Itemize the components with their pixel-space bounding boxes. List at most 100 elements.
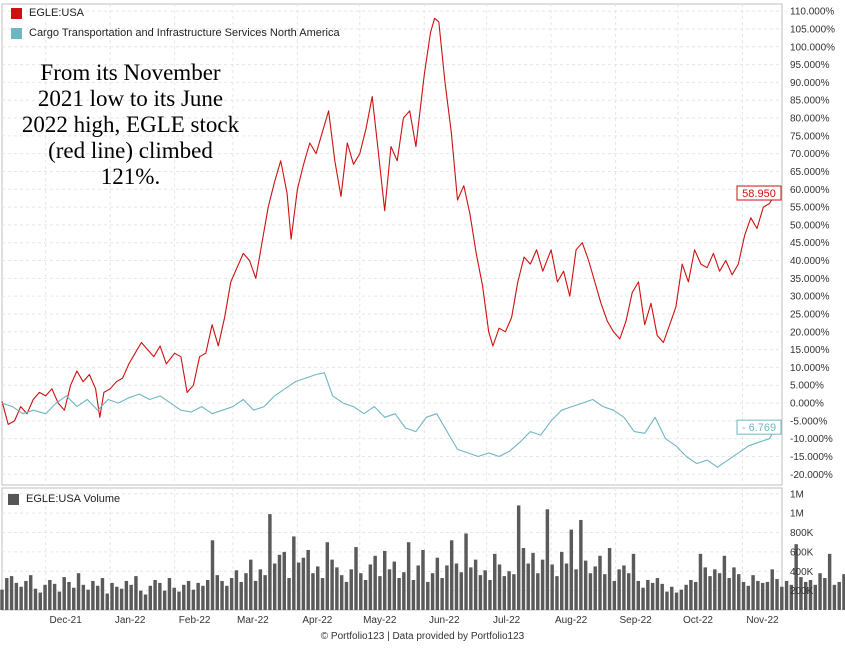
- x-tick-label: Feb-22: [179, 615, 211, 626]
- volume-bar: [430, 573, 435, 610]
- volume-bar: [464, 533, 468, 610]
- volume-bar: [296, 562, 301, 610]
- volume-bar: [512, 574, 516, 610]
- volume-bar: [354, 547, 358, 610]
- volume-bar: [679, 589, 684, 610]
- x-tick-label: May-22: [363, 615, 397, 626]
- y-tick-label: 55.000%: [790, 203, 830, 214]
- y-tick-label: 25.000%: [790, 309, 830, 320]
- y-tick-label: 35.000%: [790, 274, 830, 285]
- volume-bar: [622, 565, 626, 610]
- industry-line: [1, 372, 777, 468]
- volume-bar: [344, 581, 349, 610]
- volume-bar: [411, 579, 416, 610]
- volume-bar: [784, 580, 789, 610]
- volume-bar: [115, 586, 119, 610]
- volume-bar: [583, 560, 588, 610]
- volume-bar: [72, 587, 76, 610]
- volume-bar: [124, 580, 129, 610]
- volume-bar: [646, 579, 650, 610]
- volume-bar: [182, 584, 186, 610]
- volume-bar: [502, 576, 507, 610]
- volume-legend[interactable]: EGLE:USA Volume: [8, 493, 120, 505]
- volume-bar: [698, 553, 703, 610]
- volume-bar: [842, 574, 845, 610]
- volume-bar: [148, 585, 153, 610]
- volume-bar: [48, 579, 52, 610]
- volume-bar: [335, 567, 339, 610]
- legend-item-industry[interactable]: Cargo Transportation and Infrastructure …: [11, 27, 340, 39]
- volume-bar: [717, 573, 722, 610]
- volume-bar: [765, 581, 770, 610]
- volume-bar: [827, 553, 832, 610]
- volume-bar: [689, 579, 693, 610]
- y-tick-label: 5.000%: [790, 381, 824, 392]
- volume-bar: [373, 555, 377, 610]
- legend-label: Cargo Transportation and Infrastructure …: [29, 27, 340, 39]
- x-tick-label: Apr-22: [302, 615, 332, 626]
- volume-bar: [837, 581, 841, 610]
- volume-bar: [172, 587, 176, 610]
- price-panel-frame: [1, 3, 783, 486]
- volume-bar: [560, 551, 564, 610]
- volume-bar: [119, 588, 124, 610]
- volume-bar: [473, 559, 478, 610]
- volume-bar: [727, 578, 731, 610]
- volume-bar: [368, 564, 373, 610]
- volume-bar: [737, 574, 741, 610]
- volume-bar: [272, 563, 277, 610]
- volume-bar: [775, 579, 779, 610]
- volume-bar: [158, 582, 162, 610]
- volume-bar: [210, 540, 215, 610]
- last-value-label: - 6.769: [742, 422, 776, 434]
- x-tick-label: Aug-22: [555, 615, 588, 626]
- volume-bar: [325, 542, 330, 610]
- y-tick-label: 75.000%: [790, 131, 830, 142]
- last-value-label: 58.950: [742, 188, 776, 200]
- y-tick-label: 20.000%: [790, 327, 830, 338]
- volume-panel-frame: [1, 487, 783, 611]
- last-value-box: [736, 185, 782, 201]
- volume-bar: [110, 582, 114, 610]
- volume-bar: [191, 589, 196, 610]
- volume-bar: [57, 591, 62, 610]
- y-tick-label: -15.000%: [790, 452, 833, 463]
- volume-bar: [416, 565, 420, 610]
- volume-bar: [330, 559, 334, 610]
- volume-bar: [626, 573, 631, 610]
- volume-bar: [636, 580, 640, 610]
- volume-bar: [402, 572, 406, 610]
- volume-y-tick-label: 400K: [790, 567, 814, 578]
- volume-bar: [574, 569, 578, 610]
- volume-bar: [215, 575, 220, 610]
- volume-bar: [516, 505, 521, 610]
- y-tick-label: 70.000%: [790, 149, 830, 160]
- volume-y-tick-label: 800K: [790, 528, 814, 539]
- volume-bar: [449, 540, 454, 610]
- volume-bar: [33, 588, 38, 610]
- volume-bar: [588, 573, 593, 610]
- volume-bar: [421, 549, 425, 610]
- volume-bars: [0, 505, 845, 610]
- volume-bar: [196, 582, 200, 610]
- price-grid: [1, 3, 783, 486]
- volume-bar: [799, 577, 803, 610]
- volume-bar: [363, 579, 368, 610]
- volume-bar: [0, 589, 4, 610]
- volume-bar: [617, 569, 621, 610]
- egle-line: [1, 17, 777, 425]
- volume-bar: [832, 584, 837, 610]
- volume-bar: [234, 570, 239, 610]
- y-tick-label: 110.000%: [790, 7, 834, 18]
- footer-credit: © Portfolio123 | Data provided by Portfo…: [320, 631, 525, 642]
- volume-bar: [382, 550, 387, 610]
- volume-bar: [28, 575, 33, 610]
- y-tick-label: -5.000%: [790, 416, 827, 427]
- volume-bar: [440, 578, 444, 610]
- last-value-box: [736, 419, 782, 435]
- legend-item-egle[interactable]: EGLE:USA: [11, 7, 84, 19]
- volume-bar: [162, 590, 167, 610]
- volume-bar: [770, 569, 774, 610]
- y-tick-label: 0.000%: [790, 399, 824, 410]
- x-tick-label: Jul-22: [493, 615, 521, 626]
